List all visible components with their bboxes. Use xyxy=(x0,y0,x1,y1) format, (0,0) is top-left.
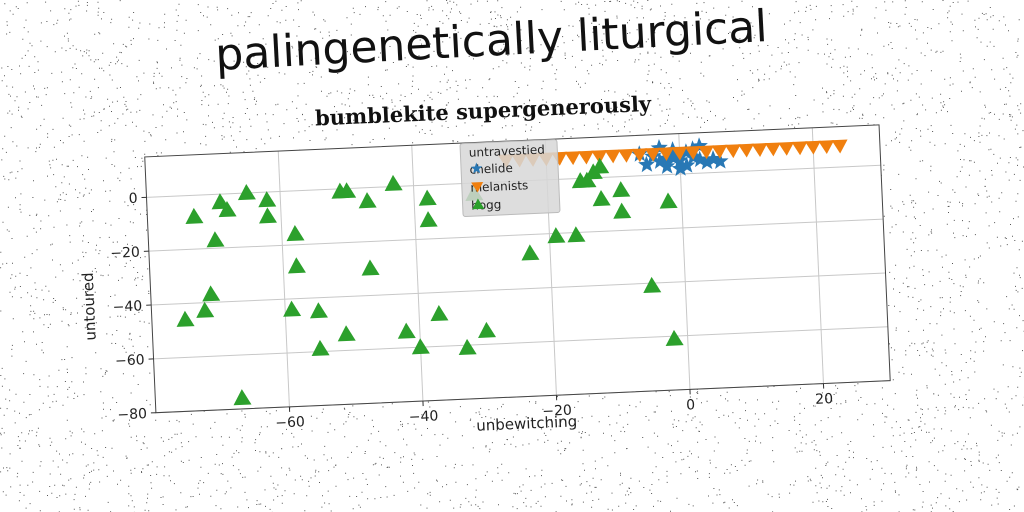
data-point-hogg xyxy=(259,207,278,224)
x-tick-label: −60 xyxy=(275,414,305,431)
data-point-hogg xyxy=(478,321,497,338)
legend-star-icon xyxy=(470,162,483,174)
legend: untravestied chelide melanists hogg xyxy=(459,138,561,218)
data-point-melanists xyxy=(791,141,808,156)
legend-title: untravestied xyxy=(468,142,546,160)
data-point-hogg xyxy=(613,202,632,219)
y-tick-label: 0 xyxy=(128,191,138,207)
x-tick-label: 20 xyxy=(815,391,834,408)
figure: bumblekite supergenerously −60 −40 −20 0 20 0… xyxy=(63,72,918,468)
data-point-chelide xyxy=(651,152,669,169)
data-point-hogg xyxy=(338,182,357,199)
data-point-melanists xyxy=(617,148,634,163)
data-point-melanists xyxy=(724,144,741,159)
data-point-hogg xyxy=(176,310,195,327)
data-point-hogg xyxy=(592,190,611,207)
y-tick-label: −20 xyxy=(110,245,140,262)
x-tick-label: −40 xyxy=(409,408,439,425)
data-point-hogg xyxy=(384,174,403,191)
legend-item-hogg: hogg xyxy=(471,196,502,213)
y-tick-label: −80 xyxy=(117,406,147,423)
data-point-chelide xyxy=(678,156,696,174)
data-point-melanists xyxy=(564,151,581,166)
data-point-chelide xyxy=(711,152,729,169)
data-point-hogg xyxy=(665,329,684,346)
x-tick-label: −20 xyxy=(542,403,572,420)
data-point-hogg xyxy=(397,322,416,339)
legend-triangle-icon xyxy=(472,198,485,210)
x-tick-label: 0 xyxy=(686,397,696,413)
data-point-hogg xyxy=(643,276,662,293)
data-point-melanists xyxy=(658,147,674,162)
data-point-hogg xyxy=(309,302,328,319)
data-point-melanists xyxy=(818,140,835,155)
data-point-chelide xyxy=(698,153,716,170)
data-point-hogg xyxy=(286,225,305,242)
data-point-melanists xyxy=(738,143,755,158)
data-point-melanists xyxy=(684,145,701,160)
data-point-hogg xyxy=(591,157,610,174)
data-point-hogg xyxy=(311,339,330,357)
data-point-chelide xyxy=(691,150,709,168)
y-gridline xyxy=(153,326,888,360)
data-point-hogg xyxy=(185,207,204,224)
y-gridline xyxy=(151,272,886,306)
y-gridline xyxy=(148,218,884,252)
data-point-hogg xyxy=(358,192,377,209)
data-point-melanists xyxy=(831,139,848,154)
data-point-hogg xyxy=(612,181,631,198)
data-point-hogg xyxy=(418,189,437,206)
data-point-hogg xyxy=(419,211,438,228)
x-gridline xyxy=(411,145,424,402)
data-point-hogg xyxy=(202,285,221,302)
data-point-hogg xyxy=(458,338,477,355)
data-point-hogg xyxy=(287,257,306,274)
data-point-hogg xyxy=(258,191,277,208)
data-point-hogg xyxy=(283,300,302,317)
data-point-melanists xyxy=(604,149,621,164)
y-tick-label: −60 xyxy=(115,352,145,369)
data-point-hogg xyxy=(218,200,237,218)
data-point-hogg xyxy=(361,259,380,276)
data-point-hogg xyxy=(430,305,449,322)
data-point-melanists xyxy=(804,140,821,155)
data-point-chelide xyxy=(671,159,689,177)
x-gridline xyxy=(678,133,691,390)
data-point-chelide xyxy=(638,155,656,173)
data-point-melanists xyxy=(764,142,781,157)
data-point-hogg xyxy=(521,244,540,261)
data-point-hogg xyxy=(547,227,566,244)
data-point-melanists xyxy=(631,148,648,163)
scatter-plot: −60 −40 −20 0 20 0 −20 −40 −60 −80 xyxy=(110,124,891,432)
data-point-melanists xyxy=(577,150,594,165)
data-point-melanists xyxy=(644,147,661,162)
data-point-chelide xyxy=(664,149,682,166)
plot-area xyxy=(144,124,891,413)
data-point-hogg xyxy=(659,192,678,209)
data-point-hogg xyxy=(571,172,590,189)
data-point-melanists xyxy=(778,141,795,156)
data-point-hogg xyxy=(196,301,215,318)
legend-triangle-down-icon xyxy=(471,182,484,193)
data-point-chelide xyxy=(658,157,676,175)
y-axis-label: untoured xyxy=(78,272,100,341)
data-point-melanists xyxy=(671,146,688,161)
legend-item-chelide: chelide xyxy=(469,160,513,178)
x-gridline xyxy=(811,127,824,384)
x-gridline xyxy=(277,151,290,407)
data-point-hogg xyxy=(233,389,252,406)
data-point-melanists xyxy=(591,150,608,164)
data-point-melanists xyxy=(751,143,768,157)
data-point-hogg xyxy=(206,231,225,248)
data-point-melanists xyxy=(698,145,715,160)
y-tick-label: −40 xyxy=(112,298,142,315)
data-point-hogg xyxy=(567,226,586,243)
data-point-melanists xyxy=(711,144,728,159)
legend-item-melanists: melanists xyxy=(470,177,529,196)
data-point-hogg xyxy=(237,183,256,201)
data-point-hogg xyxy=(337,325,356,342)
data-point-hogg xyxy=(411,338,430,355)
